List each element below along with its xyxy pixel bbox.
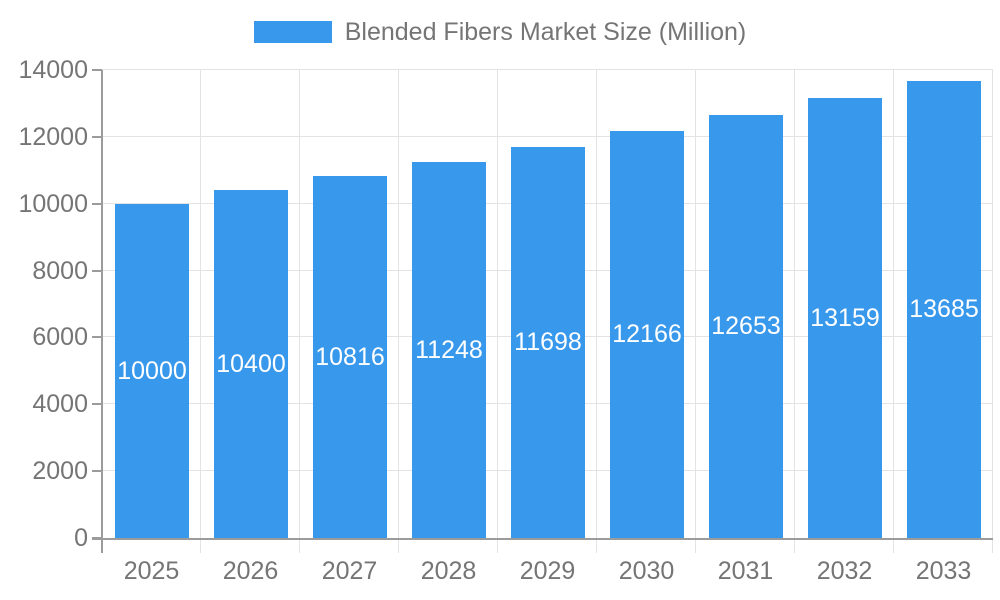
bar-value-label: 10000 xyxy=(117,356,187,385)
x-axis-tick-label: 2025 xyxy=(123,557,180,585)
y-axis-tick-label: 8000 xyxy=(32,256,88,285)
legend-swatch-icon xyxy=(253,21,332,43)
bar-value-label: 10400 xyxy=(216,349,286,378)
bar-value-label: 13159 xyxy=(810,303,880,332)
bar-2027: 10816 xyxy=(313,176,387,538)
x-axis-tick xyxy=(299,540,300,553)
bar-2030: 12166 xyxy=(610,131,684,538)
bar-2025: 10000 xyxy=(115,204,189,538)
grid-line-vertical xyxy=(992,70,993,538)
y-axis-tick xyxy=(92,135,102,138)
x-axis-tick xyxy=(893,540,894,553)
y-axis-tick-label: 12000 xyxy=(18,122,88,151)
x-axis-tick xyxy=(497,540,498,553)
x-axis-tick xyxy=(596,540,597,553)
bar-2033: 13685 xyxy=(907,81,981,538)
x-axis-tick-label: 2026 xyxy=(222,557,279,585)
grid-line-vertical xyxy=(695,70,696,538)
grid-line-horizontal xyxy=(102,135,993,137)
bar-value-label: 11248 xyxy=(415,335,483,364)
y-axis-tick-label: 2000 xyxy=(32,457,88,486)
x-axis-tick-label: 2028 xyxy=(420,557,477,585)
x-axis-line xyxy=(92,538,993,540)
legend-label: Blended Fibers Market Size (Million) xyxy=(344,17,747,46)
y-axis-tick xyxy=(92,336,102,339)
bar-value-label: 10816 xyxy=(315,342,385,371)
bar-2031: 12653 xyxy=(709,115,783,538)
grid-line-vertical xyxy=(794,70,795,538)
bar-value-label: 12166 xyxy=(612,320,682,348)
x-axis-tick xyxy=(398,540,399,553)
x-axis-tick-label: 2032 xyxy=(816,557,873,585)
bar-value-label: 11698 xyxy=(514,328,582,356)
y-axis-tick-label: 6000 xyxy=(32,323,88,352)
legend-item[interactable]: Blended Fibers Market Size (Million) xyxy=(253,17,747,46)
y-axis-line xyxy=(101,70,103,553)
x-axis-tick-label: 2027 xyxy=(321,557,378,585)
x-axis-tick xyxy=(695,540,696,553)
x-axis-tick xyxy=(992,540,993,553)
x-axis-tick-label: 2033 xyxy=(915,557,972,585)
y-axis-tick-label: 4000 xyxy=(32,390,88,419)
y-axis-tick xyxy=(92,202,102,205)
bar-2029: 11698 xyxy=(511,147,585,538)
grid-line-vertical xyxy=(497,70,498,538)
bar-2028: 11248 xyxy=(412,162,486,538)
y-axis-tick xyxy=(92,403,102,406)
y-axis-tick xyxy=(92,269,102,272)
grid-line-horizontal xyxy=(102,69,993,70)
grid-line-vertical xyxy=(299,70,300,538)
bar-value-label: 12653 xyxy=(711,312,781,340)
x-axis-tick-label: 2031 xyxy=(717,557,774,585)
y-axis-tick-label: 0 xyxy=(74,524,88,552)
grid-line-vertical xyxy=(200,70,201,538)
y-axis-tick-label: 14000 xyxy=(18,56,88,84)
y-axis-tick xyxy=(92,69,102,71)
bar-2032: 13159 xyxy=(808,98,882,538)
y-axis-tick-label: 10000 xyxy=(18,189,88,218)
legend: Blended Fibers Market Size (Million) xyxy=(0,12,1000,52)
x-axis-tick-label: 2030 xyxy=(618,557,675,585)
grid-line-vertical xyxy=(398,70,399,538)
bar-2026: 10400 xyxy=(214,190,288,538)
grid-line-vertical xyxy=(596,70,597,538)
bar-value-label: 13685 xyxy=(909,295,979,323)
x-axis-tick xyxy=(200,540,201,553)
x-axis-tick-label: 2029 xyxy=(519,557,576,585)
y-axis-tick xyxy=(92,470,102,473)
grid-line-vertical xyxy=(893,70,894,538)
x-axis-tick xyxy=(794,540,795,553)
